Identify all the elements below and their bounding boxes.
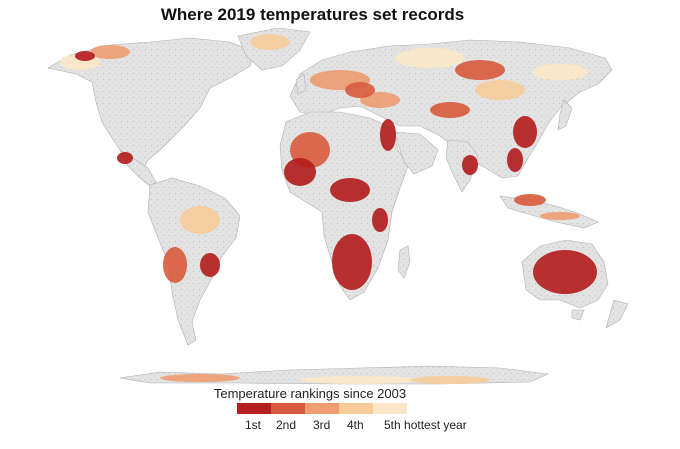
legend-label-2nd: 2nd [276, 418, 297, 432]
legend-swatch-3rd [305, 403, 339, 414]
arabia [393, 131, 439, 175]
legend-label-1st: 1st [245, 418, 262, 432]
legend-label-3rd: 3rd [313, 418, 331, 432]
japan [557, 99, 573, 131]
legend-swatch-5th [373, 403, 407, 414]
india [445, 139, 479, 193]
tasmania [571, 309, 585, 321]
world-map [47, 28, 629, 385]
legend-swatch-4th [339, 403, 373, 414]
north-america [47, 37, 256, 175]
south-america [147, 177, 241, 346]
map-title: Where 2019 temperatures set records [160, 5, 465, 24]
uk [295, 73, 307, 95]
legend-label-5th: 5th hottest year [384, 418, 467, 432]
legend-swatch-2nd [271, 403, 305, 414]
madagascar [397, 245, 411, 279]
legend-swatch-1st [237, 403, 271, 414]
new-zealand [605, 299, 629, 329]
legend-label-4th: 4th [347, 418, 364, 432]
legend-title: Temperature rankings since 2003 [213, 386, 407, 401]
record-heat-areas [60, 34, 597, 384]
